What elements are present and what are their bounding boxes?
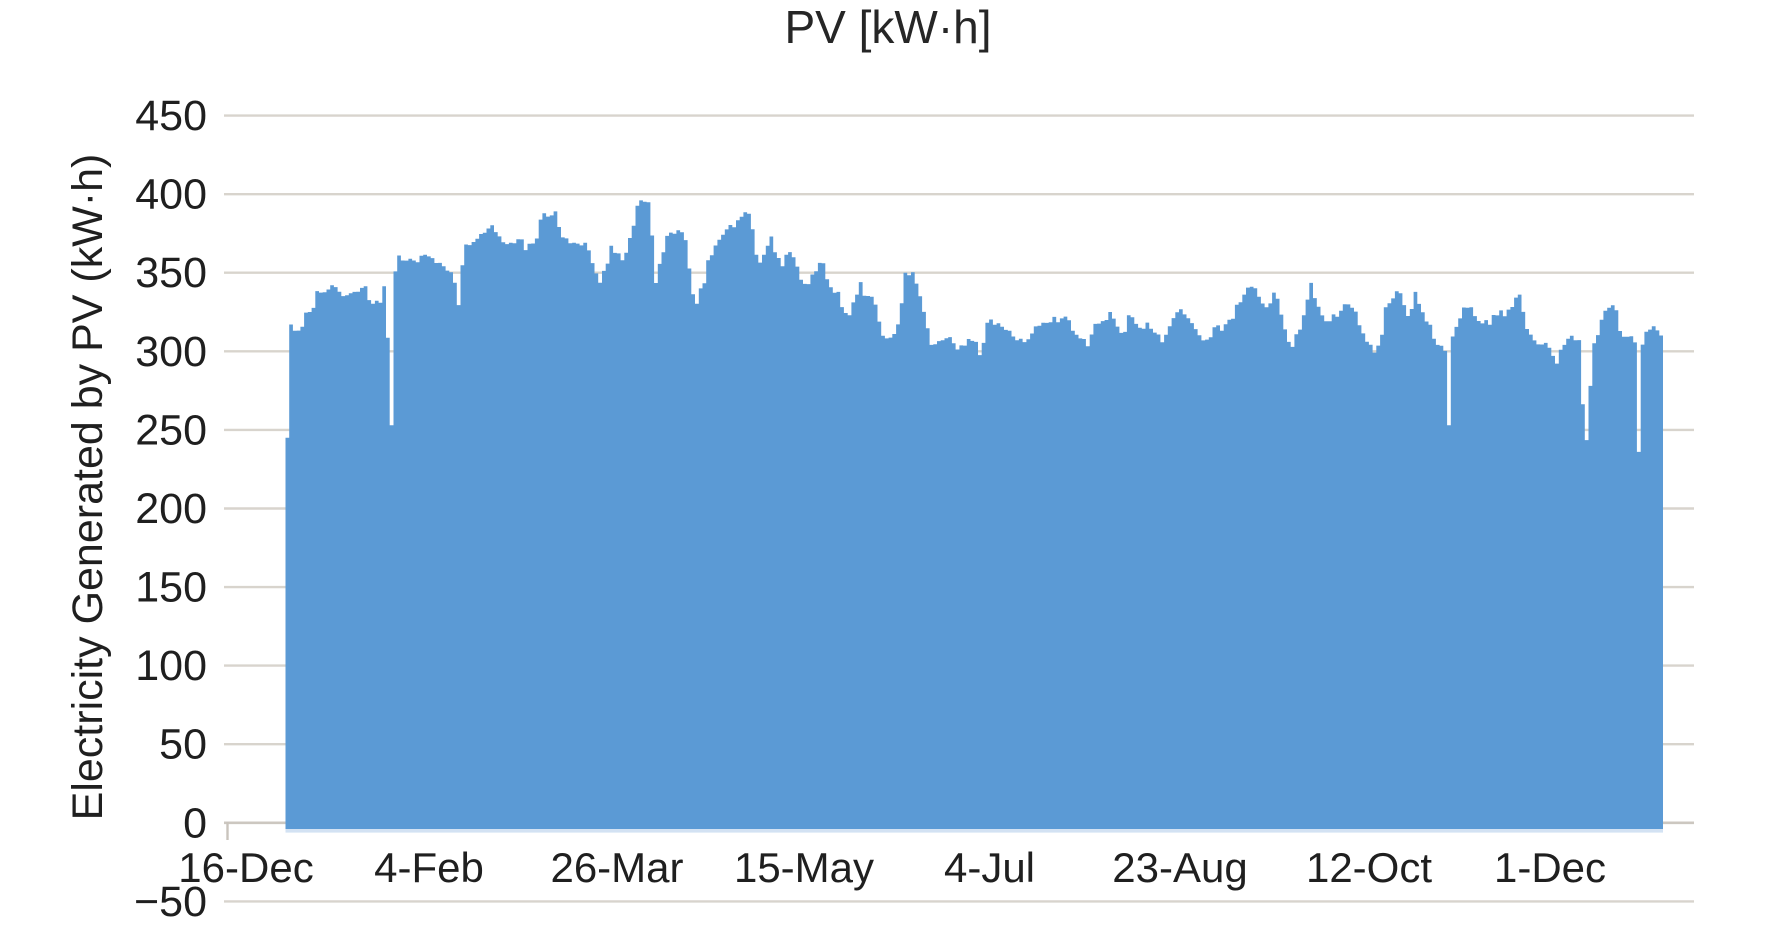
svg-text:150: 150 (135, 564, 207, 612)
svg-text:200: 200 (135, 485, 207, 533)
svg-text:0: 0 (183, 799, 207, 847)
svg-text:400: 400 (135, 171, 207, 219)
svg-text:1-Dec: 1-Dec (1494, 844, 1606, 891)
svg-text:450: 450 (135, 92, 207, 140)
svg-text:−50: −50 (134, 878, 207, 925)
svg-text:PV [kW·h]: PV [kW·h] (784, 1, 991, 53)
svg-text:15-May: 15-May (734, 844, 874, 891)
svg-text:350: 350 (135, 249, 207, 297)
svg-text:50: 50 (159, 721, 207, 769)
svg-text:4-Feb: 4-Feb (374, 844, 484, 891)
svg-text:300: 300 (135, 328, 207, 376)
svg-text:250: 250 (135, 406, 207, 454)
svg-text:23-Aug: 23-Aug (1112, 844, 1247, 891)
svg-text:4-Jul: 4-Jul (944, 844, 1035, 891)
svg-text:12-Oct: 12-Oct (1306, 844, 1432, 891)
svg-text:26-Mar: 26-Mar (550, 844, 683, 891)
svg-text:Electricity Generated by PV (k: Electricity Generated by PV (kW·h) (64, 154, 112, 821)
svg-text:100: 100 (135, 642, 207, 690)
svg-text:16-Dec: 16-Dec (178, 844, 313, 891)
